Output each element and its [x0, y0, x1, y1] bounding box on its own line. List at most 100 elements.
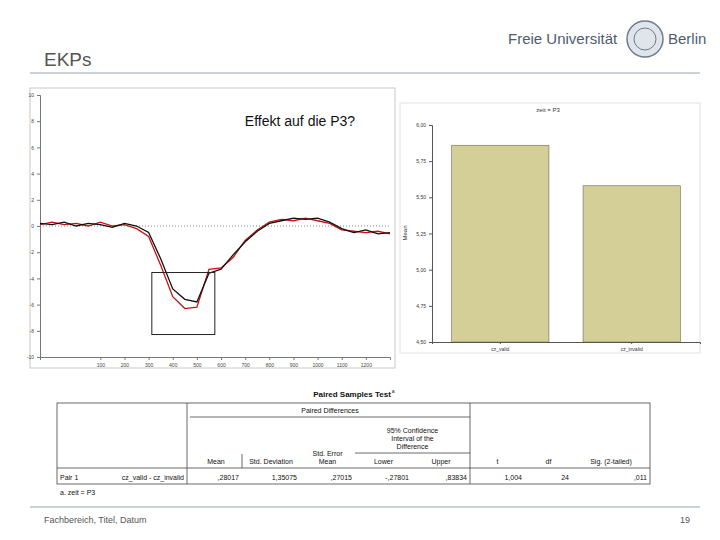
x-tick-label: 1200	[361, 362, 372, 368]
x-tick-label: 200	[121, 362, 130, 368]
y-tick: 5,75	[416, 158, 432, 164]
x-tick-label: 1100	[337, 362, 348, 368]
bar	[583, 186, 680, 342]
y-tick-label: 10	[28, 92, 34, 98]
x-axis: 100200300400500600700800900100011001200	[41, 357, 391, 368]
footer-text: Fachbereich, Titel, Datum	[44, 515, 147, 525]
y-tick: -10	[27, 354, 40, 360]
y-tick-label: 5,50	[416, 194, 426, 200]
column-header: Lower	[374, 458, 394, 465]
y-tick-label: 6	[31, 145, 34, 151]
x-axis-line	[41, 358, 391, 361]
table-cell: ,28017	[218, 474, 240, 481]
x-tick-label: 400	[169, 362, 178, 368]
y-tick-mark	[429, 197, 432, 198]
erp-panel	[30, 88, 395, 368]
slide-title: EKPs	[44, 49, 92, 70]
y-tick-mark	[429, 270, 432, 271]
bars	[452, 145, 681, 342]
y-tick-mark	[37, 331, 40, 332]
x-tick: 700	[242, 357, 251, 368]
y-tick-mark	[37, 121, 40, 122]
logo-seal	[627, 21, 663, 57]
y-tick-mark	[429, 161, 432, 162]
table-cell: 1,35075	[272, 474, 297, 481]
x-tick: cz_valid	[491, 342, 509, 352]
row-pair: Pair 1	[60, 474, 78, 481]
x-tick-mark	[269, 357, 270, 360]
x-tick: 600	[217, 357, 226, 368]
table-rule	[242, 454, 243, 468]
x-tick-label: 700	[242, 362, 251, 368]
table-footnote: a. zeit = P3	[60, 489, 95, 496]
y-tick: 5,25	[416, 231, 432, 237]
table-cell: 1,004	[504, 474, 522, 481]
x-tick-mark	[342, 357, 343, 360]
x-tick: 1200	[361, 357, 372, 368]
y-tick-mark	[429, 306, 432, 307]
y-tick-label: -4	[30, 276, 35, 282]
logo-text: Freie UniversitätBerlin	[508, 30, 706, 47]
table-frame	[57, 403, 650, 484]
y-tick-mark	[37, 226, 40, 227]
x-tick-label: 800	[266, 362, 275, 368]
y-tick-label: -8	[30, 328, 35, 334]
y-tick: 5,00	[416, 267, 432, 273]
x-axis: cz_valid cz_invalid	[433, 342, 701, 352]
table-cell: ,27015	[331, 474, 353, 481]
y-tick-label: 2	[31, 197, 34, 203]
x-tick-label: cz_valid	[491, 346, 509, 352]
y-tick: -2	[30, 249, 40, 255]
x-tick-mark	[124, 357, 125, 360]
y-tick-mark	[37, 278, 40, 279]
annotation: Effekt auf die P3?	[245, 113, 355, 129]
x-tick: 400	[169, 357, 178, 368]
x-tick: 1000	[313, 357, 324, 368]
y-tick-label: 4	[31, 171, 34, 177]
x-tick-mark	[149, 357, 150, 360]
x-tick-label: 1000	[313, 362, 324, 368]
ci-header: 95% ConfidenceInterval of theDifference	[387, 427, 438, 450]
x-tick: 1100	[337, 357, 348, 368]
page-number: 19	[680, 515, 690, 525]
y-tick-label: 5,00	[416, 267, 426, 273]
x-tick-mark	[318, 357, 319, 360]
x-tick-label: 600	[217, 362, 226, 368]
table-rule	[190, 417, 470, 418]
y-axis: 4,504,755,005,255,505,756,00	[416, 122, 432, 345]
table-rule	[187, 403, 188, 484]
y-tick: 8	[31, 118, 40, 124]
y-tick-mark	[37, 252, 40, 253]
logo-seal-inner	[634, 28, 656, 50]
table-cell: ,011	[634, 474, 647, 481]
y-axis-line	[429, 126, 433, 343]
y-tick: -8	[30, 328, 40, 334]
bar	[452, 145, 549, 342]
y-tick: -6	[30, 302, 40, 308]
table-title: Paired Samples Test	[313, 390, 391, 399]
y-tick-label: 4,50	[416, 339, 426, 345]
x-tick-mark	[500, 342, 501, 344]
column-header: Sig. (2-tailed)	[590, 458, 632, 466]
y-tick: 2	[31, 197, 40, 203]
x-tick: 500	[193, 357, 202, 368]
y-tick-mark	[37, 357, 40, 358]
table-title-note: a	[392, 388, 395, 394]
y-tick: 6	[31, 145, 40, 151]
table-cell: ,83834	[446, 474, 468, 481]
y-tick-mark	[429, 234, 432, 235]
y-tick-label: 5,25	[416, 231, 426, 237]
x-tick-mark	[173, 357, 174, 360]
x-tick-mark	[221, 357, 222, 360]
x-tick: 900	[290, 357, 299, 368]
y-tick: 5,50	[416, 194, 432, 200]
column-header: Upper	[431, 458, 451, 466]
x-tick: cz_invalid	[621, 342, 643, 352]
bar-panel	[400, 103, 700, 353]
y-tick-mark	[429, 125, 432, 126]
group-header: Paired Differences	[301, 407, 359, 414]
x-axis-line	[433, 343, 701, 345]
y-tick-label: 6,00	[416, 122, 426, 128]
y-tick-label: -2	[30, 249, 35, 255]
y-axis: -10-8-6-4-20246810	[27, 92, 41, 360]
